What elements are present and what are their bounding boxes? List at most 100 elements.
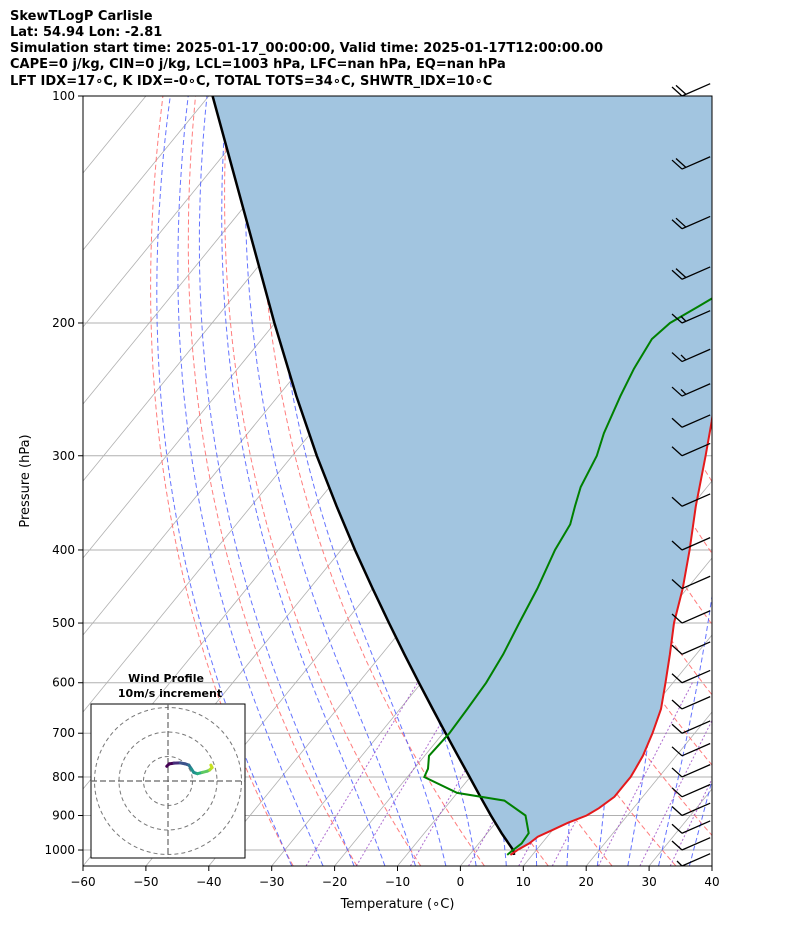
- mixing-ratio-line: [669, 777, 712, 866]
- wind-barb: [671, 575, 711, 590]
- barb-flag: [671, 417, 683, 428]
- barb-staff: [681, 310, 711, 324]
- moist-adiabat: [156, 96, 293, 866]
- barb-flag: [671, 644, 683, 655]
- barb-flag: [671, 699, 683, 710]
- moist-adiabat: [221, 96, 386, 866]
- barb-staff: [681, 383, 711, 397]
- mixing-ratio-line: [597, 682, 693, 866]
- y-axis-label: Pressure (hPa): [18, 434, 33, 527]
- moist-adiabat: [244, 96, 416, 866]
- barb-staff: [681, 802, 711, 817]
- dry-adiabat: [749, 96, 794, 866]
- dry-adiabat: [258, 96, 485, 866]
- wind-barb: [671, 383, 711, 397]
- barb-flag: [671, 540, 683, 551]
- header-line-4: CAPE=0 j/kg, CIN=0 j/kg, LCL=1003 hPa, L…: [10, 57, 506, 72]
- dewpoint-line: [422, 297, 712, 856]
- x-tick-label: −60: [70, 875, 95, 889]
- barb-staff: [681, 442, 711, 457]
- isotherm-line: [775, 96, 794, 866]
- barb-flag: [671, 352, 683, 363]
- wind-barbs: [671, 83, 711, 867]
- moist-adiabat: [644, 96, 712, 866]
- header-line-5: LFT IDX=17∘C, K IDX=-0∘C, TOTAL TOTS=34∘…: [10, 74, 493, 89]
- barb-flag: [671, 806, 683, 817]
- temperature-line: [509, 412, 712, 856]
- wind-barb: [671, 310, 711, 324]
- barb-staff: [681, 820, 711, 834]
- y-tick-label: 200: [52, 316, 75, 330]
- wind-barb: [671, 414, 711, 428]
- barb-staff: [681, 783, 711, 798]
- parcel-profile-line: [211, 96, 516, 856]
- hodograph-segment: [209, 763, 214, 770]
- data-layer: [211, 96, 712, 856]
- wind-barb: [671, 720, 711, 734]
- barb-staff: [681, 156, 711, 170]
- y-tick-label: 700: [52, 726, 75, 740]
- wind-barb: [671, 669, 711, 684]
- barb-flag: [671, 579, 683, 590]
- wind-barb: [671, 493, 711, 507]
- barb-flag: [671, 787, 683, 798]
- wind-barb: [671, 610, 711, 624]
- cin-shading: [212, 96, 712, 855]
- isotherm-line: [83, 96, 273, 328]
- x-tick-label: 0: [457, 875, 465, 889]
- barb-flag: [671, 269, 683, 280]
- barb-flag: [671, 219, 683, 230]
- wind-barb: [676, 853, 711, 867]
- x-tick-label: −40: [196, 875, 221, 889]
- barb-staff: [681, 853, 711, 867]
- isotherm-line: [83, 96, 335, 405]
- barb-half-flag: [680, 354, 687, 361]
- barb-flag: [671, 386, 683, 397]
- barb-staff: [681, 641, 711, 655]
- wind-barb: [671, 802, 711, 817]
- x-tick-label: 10: [516, 875, 531, 889]
- moist-adiabat: [177, 96, 324, 866]
- barb-flag: [671, 613, 683, 624]
- header-line-2: Lat: 54.94 Lon: -2.81: [10, 25, 163, 40]
- dry-adiabat: [716, 96, 794, 866]
- barb-staff: [681, 266, 711, 280]
- x-axis-label: Temperature (∘C): [340, 897, 455, 912]
- barb-staff: [681, 493, 711, 507]
- y-tick-label: 500: [52, 616, 75, 630]
- wind-profile-inset: Wind Profile 10m/s increment: [90, 672, 246, 859]
- barb-half-flag: [680, 315, 687, 322]
- barb-staff: [681, 696, 711, 710]
- header-line-1: SkewTLogP Carlisle: [10, 9, 153, 24]
- barb-flag: [671, 823, 683, 834]
- y-tick-label: 800: [52, 770, 75, 784]
- wind-barb: [671, 215, 711, 230]
- isotherm-line: [83, 96, 210, 251]
- wind-barb: [671, 156, 711, 170]
- dry-adiabat: [150, 96, 294, 866]
- moist-adiabat: [198, 96, 355, 866]
- x-tick-label: −50: [133, 875, 158, 889]
- barb-staff: [681, 537, 711, 551]
- wind-barb: [671, 742, 711, 757]
- x-tick-label: 20: [579, 875, 594, 889]
- dry-adiabat: [782, 96, 794, 866]
- y-tick-label: 900: [52, 809, 75, 823]
- barb-flag: [671, 313, 683, 324]
- x-tick-label: −10: [385, 875, 410, 889]
- y-tick-label: 400: [52, 543, 75, 557]
- barb-staff: [681, 348, 711, 363]
- barb-staff: [681, 669, 711, 684]
- barb-flag: [671, 446, 683, 457]
- barb-flag: [675, 268, 687, 279]
- wind-barb: [671, 266, 711, 280]
- barb-staff: [681, 575, 711, 590]
- barb-staff: [681, 837, 711, 851]
- mixing-ratio-line: [305, 682, 419, 866]
- barb-flag: [675, 217, 687, 228]
- inset-content: [91, 704, 245, 858]
- isotherm-line: [585, 711, 712, 866]
- inset-subtitle: 10m/s increment: [118, 687, 222, 700]
- barb-flag: [671, 840, 683, 851]
- x-tick-label: −30: [259, 875, 284, 889]
